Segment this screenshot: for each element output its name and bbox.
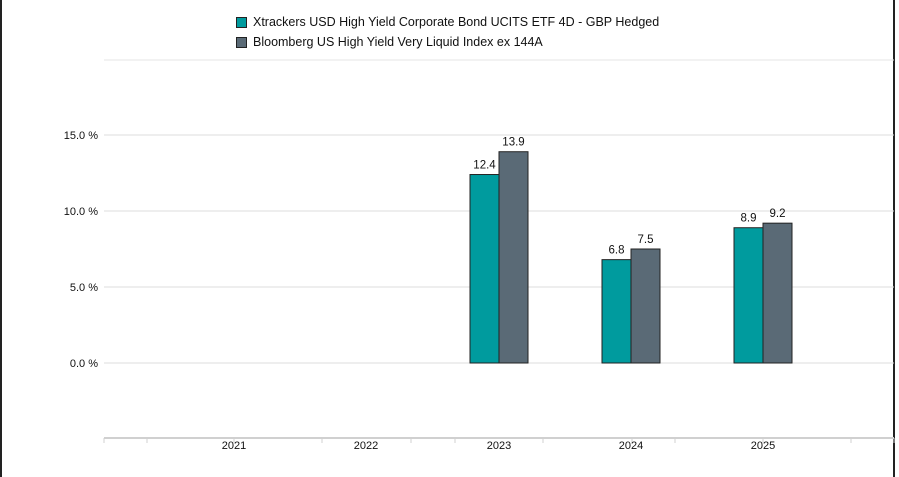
x-tick-label: 2025	[751, 440, 775, 452]
legend-item-index[interactable]: Bloomberg US High Yield Very Liquid Inde…	[236, 32, 659, 52]
bar-index	[762, 222, 793, 364]
x-tick-label: 2023	[487, 440, 511, 452]
legend-label-index: Bloomberg US High Yield Very Liquid Inde…	[253, 35, 543, 49]
bar-value-label: 9.2	[770, 208, 786, 220]
x-tick-label: 2024	[619, 440, 643, 452]
bar-value-label: 7.5	[638, 234, 654, 246]
y-tick-label: 10.0 %	[64, 206, 98, 218]
y-tick-label: 0.0 %	[70, 358, 98, 370]
legend-item-fund[interactable]: Xtrackers USD High Yield Corporate Bond …	[236, 12, 659, 32]
y-tick-label: 5.0 %	[70, 282, 98, 294]
legend-swatch-fund	[236, 16, 247, 28]
bar-fund	[469, 174, 500, 364]
bar-value-label: 8.9	[741, 213, 757, 225]
legend: Xtrackers USD High Yield Corporate Bond …	[236, 12, 659, 52]
bar-value-label: 13.9	[502, 137, 524, 149]
y-tick-label: 15.0 %	[64, 130, 98, 142]
legend-swatch-index	[236, 36, 247, 48]
x-tick-label: 2021	[222, 440, 246, 452]
legend-label-fund: Xtrackers USD High Yield Corporate Bond …	[253, 15, 660, 29]
bar-fund	[733, 227, 764, 364]
bar-fund	[601, 259, 632, 364]
bar-index	[498, 151, 529, 364]
bar-value-label: 6.8	[609, 245, 625, 257]
bar-value-label: 12.4	[473, 160, 496, 172]
bar-index	[630, 248, 661, 364]
x-tick-label: 2022	[354, 440, 378, 452]
